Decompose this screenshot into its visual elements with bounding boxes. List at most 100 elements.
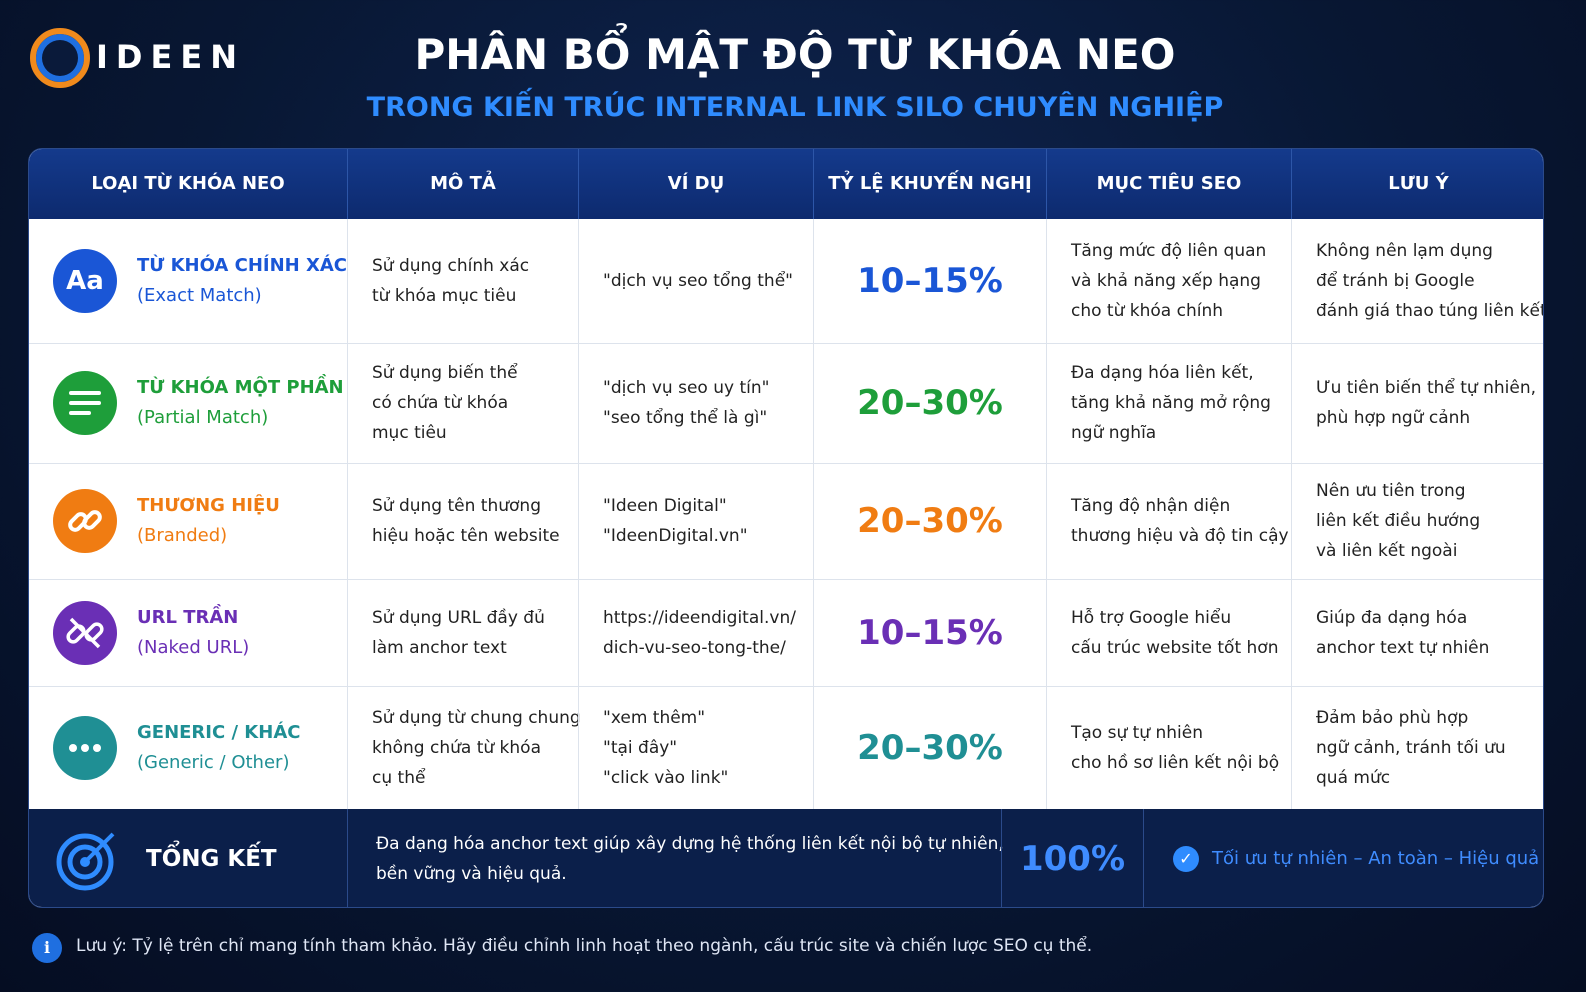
goal-line: ngữ nghĩa [1071,423,1157,443]
example-line: "dịch vụ seo uy tín" [603,378,770,398]
ratio-cell: 20–30% [813,343,1046,463]
description-cell: Sử dụng từ chung chung không chứa từ khóa… [347,686,581,809]
description-line: mục tiêu [372,423,447,443]
column-header: LOẠI TỪ KHÓA NEO [91,173,285,194]
note-line: anchor text tự nhiên [1316,637,1490,658]
column-header: LƯU Ý [1291,149,1543,219]
row-icon [53,715,117,780]
note-line: để tránh bị Google [1316,271,1475,291]
note-cell: Giúp đa dạng hóa anchor text tự nhiên [1291,579,1543,686]
example-line: "xem thêm" [603,707,706,728]
row [29,343,1543,463]
type-en: (Exact Match) [137,285,262,306]
description-cell: Sử dụng chính xác từ khóa mục tiêu [347,219,578,343]
type-cell: GENERIC / KHÁC (Generic / Other) [113,686,347,809]
note-line: và liên kết ngoài [1316,541,1458,561]
row-icon: Aa [53,249,117,313]
goal-cell: Tăng độ nhận diện thương hiệu và độ tin c… [1046,463,1291,579]
goal-line: tăng khả năng mở rộng [1071,393,1271,413]
goal-cell: Tăng mức độ liên quan và khả năng xếp hạn… [1046,219,1291,343]
footnote-text: Tỷ lệ trên chỉ mang tính tham khảo. Hãy … [132,936,1093,956]
note-line: phù hợp ngữ cảnh [1316,408,1471,428]
column-header: VÍ DỤ [578,149,813,219]
type-en: (Branded) [137,525,228,546]
example-line: "click vào link" [603,767,729,788]
description-line: Sử dụng từ chung chung [372,707,581,728]
description-line: cụ thể [372,767,426,788]
example-line: "dịch vụ seo tổng thể" [603,271,793,291]
description-cell: Sử dụng URL đầy đủ làm anchor text [347,579,578,686]
ratio: 10–15% [857,612,1003,653]
note-cell: Không nên lạm dụng để tránh bị Google đánh… [1291,219,1543,343]
ratio: 20–30% [857,383,1003,423]
note-line: Đảm bảo phù hợp [1316,707,1469,728]
goal-cell: Đa dạng hóa liên kết, tăng khả năng mở rộ… [1046,343,1291,463]
subtitle: TRONG KIẾN TRÚC INTERNAL LINK SILO CHUYÊ… [366,92,1224,123]
summary-text: Đa dạng hóa anchor text giúp xây dựng hệ… [347,809,1004,907]
ratio-cell: 20–30% [813,686,1046,809]
type-en: (Generic / Other) [137,751,290,773]
row-icon [53,489,117,553]
description-line: Sử dụng biến thể [372,363,518,383]
header-row [29,149,1543,219]
ratio: 20–30% [857,727,1003,768]
goal-line: Đa dạng hóa liên kết, [1071,363,1254,383]
note-cell: Nên ưu tiên trong liên kết điều hướng và l… [1291,463,1543,579]
type-cell: TỪ KHÓA CHÍNH XÁC (Exact Match) [113,219,347,343]
note-cell: Ưu tiên biến thể tự nhiên, phù hợp ngữ cả… [1291,343,1543,463]
description-line: làm anchor text [372,637,507,658]
example-line: "seo tổng thể là gì" [603,408,768,428]
example-line: "Ideen Digital" [603,496,727,516]
type-cell: URL TRẦN (Naked URL) [113,579,347,686]
type-en: (Partial Match) [137,407,269,428]
ratio: 10–15% [857,261,1003,301]
description-line: không chứa từ khóa [372,737,541,758]
summary-line: bền vững và hiệu quả. [376,864,567,884]
title: PHÂN BỔ MẬT ĐỘ TỪ KHÓA NEO [414,30,1176,79]
footnote: Lưu ý: Tỷ lệ trên chỉ mang tính tham khả… [76,936,1092,956]
summary-label: TỔNG KẾT [146,846,277,872]
type-cell: THƯƠNG HIỆU (Branded) [113,463,347,579]
logo-icon [30,28,90,88]
note-line: ngữ cảnh, tránh tối ưu [1316,737,1506,758]
goal-line: cho từ khóa chính [1071,301,1224,321]
column-header: MỤC TIÊU SEO [1046,149,1291,219]
description-cell: Sử dụng tên thương hiệu hoặc tên website [347,463,578,579]
ratio-cell: 20–30% [813,463,1046,579]
note-line: Không nên lạm dụng [1316,241,1493,261]
logo-text: IDEEN [96,38,245,76]
example-cell: https://ideendigital.vn/dich-vu-seo-tong… [578,579,813,686]
ratio: 20–30% [857,501,1003,541]
type-cell: TỪ KHÓA MỘT PHẦN (Partial Match) [113,343,347,463]
description-line: từ khóa mục tiêu [372,286,517,306]
note-cell: Đảm bảo phù hợp ngữ cảnh, tránh tối ưu quá… [1291,686,1543,809]
goal-line: Hỗ trợ Google hiểu [1071,607,1232,628]
note-line: Ưu tiên biến thể tự nhiên, [1316,378,1536,398]
footnote-label: Lưu ý: [76,936,127,956]
row [29,463,1543,579]
summary-line: Đa dạng hóa anchor text giúp xây dựng hệ… [376,834,1004,854]
description-line: Sử dụng URL đầy đủ [372,607,545,628]
type-name: URL TRẦN [137,606,239,628]
type-name: TỪ KHÓA CHÍNH XÁC [137,255,347,276]
goal-cell: Hỗ trợ Google hiểu cấu trúc website tốt h… [1046,579,1291,686]
goal-line: cấu trúc website tốt hơn [1071,637,1279,658]
goal-line: Tăng độ nhận diện [1071,496,1231,516]
type-name: THƯƠNG HIỆU [137,495,280,516]
summary-tagline: Tối ưu tự nhiên – An toàn – Hiệu quả [1212,848,1540,869]
note-line: Giúp đa dạng hóa [1316,607,1468,628]
example-cell: "Ideen Digital" "IdeenDigital.vn" [578,463,813,579]
note-line: liên kết điều hướng [1316,511,1481,531]
info-icon: i [32,933,62,963]
note-line: Nên ưu tiên trong [1316,481,1466,501]
column-header: MÔ TẢ [347,149,578,219]
check-icon: ✓ [1173,846,1199,872]
example-cell: "dịch vụ seo tổng thể" [578,219,813,343]
example-cell: "dịch vụ seo uy tín" "seo tổng thể là gì" [578,343,813,463]
goal-line: Tạo sự tự nhiên [1071,722,1203,743]
summary-total: 100% [1001,809,1144,907]
description-line: Sử dụng tên thương [372,496,541,516]
type-name: TỪ KHÓA MỘT PHẦN [137,377,344,398]
row-icon [53,600,117,665]
row [29,686,1543,809]
